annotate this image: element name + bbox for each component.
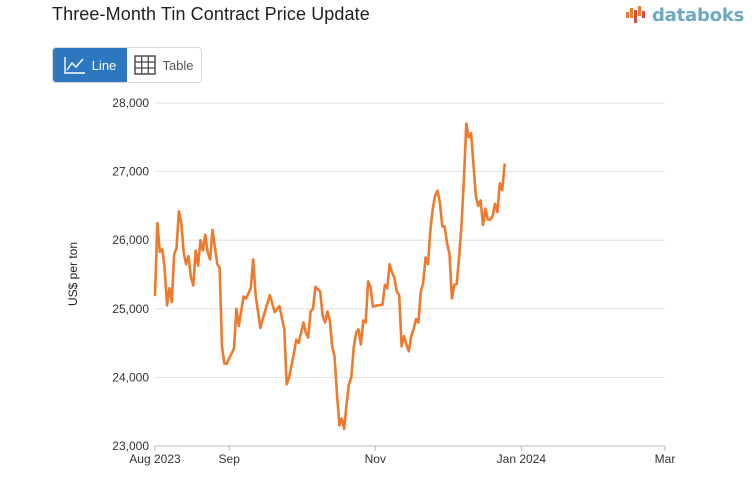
price-series-line[interactable] [153, 122, 506, 431]
view-toggle: Line Table [52, 47, 202, 83]
grid-lines [155, 102, 665, 447]
y-tick-label: 26,000 [112, 233, 149, 247]
logo-text: databoks [652, 4, 745, 26]
line-view-button[interactable]: Line [53, 48, 127, 82]
series-group [153, 122, 506, 431]
y-tick-label: 24,000 [112, 370, 149, 384]
x-tick-label: Mar [655, 452, 676, 466]
y-tick-labels: 23,000 24,000 25,000 26,000 27,000 28,000 [112, 96, 149, 453]
line-chart-icon [64, 57, 85, 74]
chart-title: Three-Month Tin Contract Price Update [52, 4, 370, 24]
y-tick-label: 28,000 [112, 96, 149, 110]
table-grid-icon [134, 55, 157, 75]
line-view-label: Line [91, 57, 117, 73]
y-tick-label: 23,000 [112, 439, 149, 453]
table-view-button[interactable]: Table [127, 48, 201, 82]
x-tick-labels: Aug 2023 Sep Nov Jan 2024 Mar [129, 446, 675, 466]
databoks-logo[interactable]: databoks [626, 4, 744, 26]
x-tick-label: Sep [219, 452, 241, 466]
logo-bars-icon [626, 6, 645, 23]
x-tick-label: Jan 2024 [497, 452, 547, 466]
x-tick-label: Nov [365, 452, 386, 466]
table-view-label: Table [162, 57, 194, 73]
y-tick-label: 27,000 [112, 165, 149, 179]
x-tick-label: Aug 2023 [129, 452, 181, 466]
y-tick-label: 25,000 [112, 302, 149, 316]
